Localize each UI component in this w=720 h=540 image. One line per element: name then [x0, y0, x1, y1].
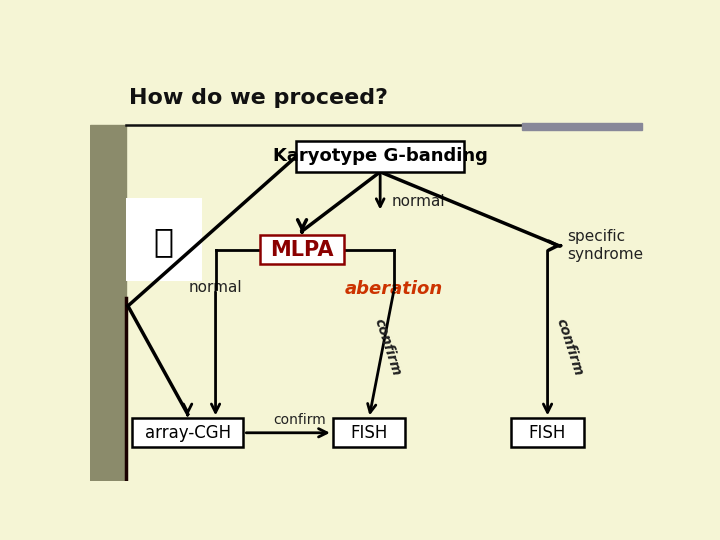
Text: confirm: confirm [553, 317, 585, 378]
Text: Karyotype G-banding: Karyotype G-banding [273, 147, 487, 165]
FancyBboxPatch shape [297, 141, 464, 172]
Text: 🪲: 🪲 [153, 225, 174, 258]
FancyBboxPatch shape [511, 418, 584, 447]
Text: array-CGH: array-CGH [145, 424, 230, 442]
Text: FISH: FISH [351, 424, 387, 442]
FancyBboxPatch shape [260, 235, 344, 265]
Text: FISH: FISH [529, 424, 566, 442]
Text: normal: normal [189, 280, 243, 295]
Bar [523, 124, 642, 130]
Text: aberation: aberation [345, 280, 444, 298]
Text: specific
syndrome: specific syndrome [567, 230, 643, 262]
Text: MLPA: MLPA [270, 240, 334, 260]
FancyBboxPatch shape [333, 418, 405, 447]
FancyBboxPatch shape [132, 418, 243, 447]
Bar [90, 125, 126, 481]
Text: confirm: confirm [372, 317, 404, 378]
Text: How do we proceed?: How do we proceed? [129, 87, 388, 107]
Text: confirm: confirm [273, 414, 325, 427]
Bar [126, 198, 202, 281]
Text: normal: normal [392, 194, 445, 208]
